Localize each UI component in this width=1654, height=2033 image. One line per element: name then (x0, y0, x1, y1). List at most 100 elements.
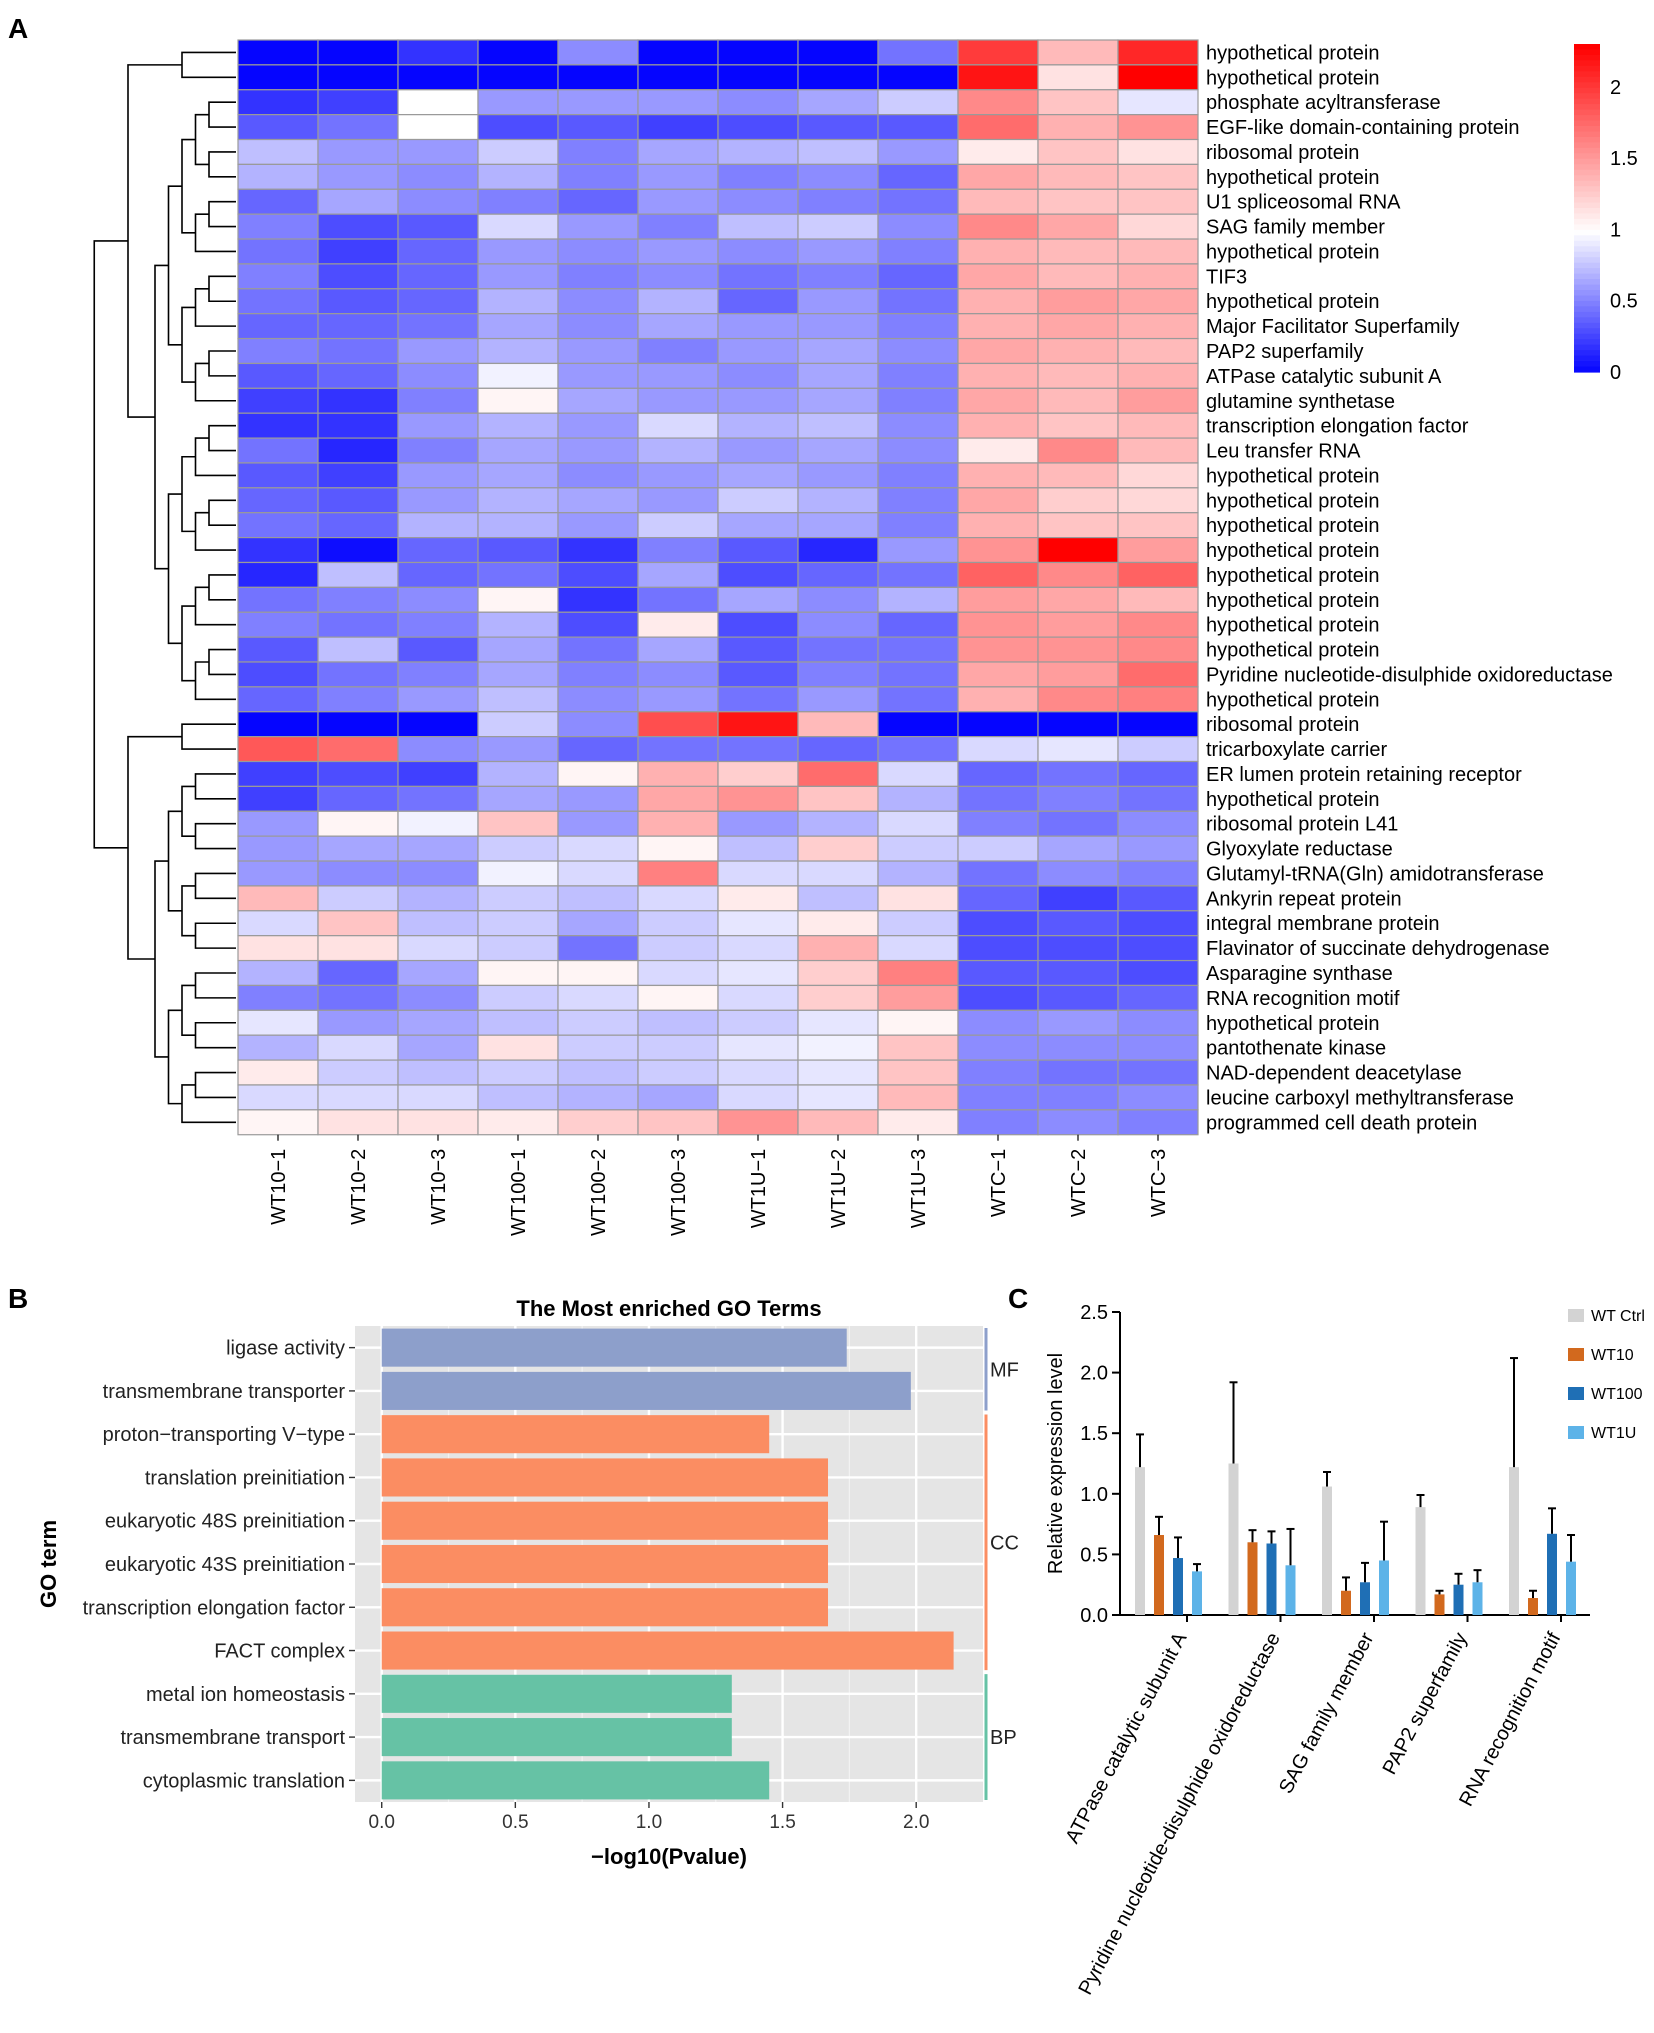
legend-gradient-segment (1574, 339, 1600, 346)
go-term-bar (381, 1718, 732, 1757)
legend-tick-label: 2 (1610, 77, 1621, 99)
heatmap-cell (637, 959, 719, 987)
heatmap-cell (557, 313, 639, 340)
go-term-bar (381, 1501, 829, 1540)
legend-gradient-segment (1574, 262, 1600, 269)
heatmap-cell (877, 89, 959, 116)
heatmap-cell (317, 437, 399, 464)
heatmap-cell (477, 1084, 559, 1111)
heatmap-cell (317, 387, 399, 414)
heatmap-cell (1037, 935, 1119, 962)
heatmap-cell (717, 1109, 799, 1136)
legend-gradient-segment (1574, 71, 1600, 78)
legend-gradient-segment (1574, 136, 1600, 143)
heatmap-cell (1037, 512, 1119, 539)
legend-gradient-segment (1574, 197, 1600, 204)
heatmap-cell (477, 512, 559, 539)
go-term-label: cytoplasmic translation (143, 1770, 345, 1792)
go-term-label: transcription elongation factor (83, 1597, 346, 1619)
heatmap-cell (557, 586, 639, 613)
heatmap-cell (797, 686, 879, 713)
go-term-label: proton−transporting V−type (103, 1424, 345, 1446)
x-tick-label: 0.0 (369, 1812, 395, 1833)
heatmap-cell (1117, 711, 1199, 738)
heatmap-cell (1037, 736, 1119, 763)
heatmap-cell (557, 1084, 639, 1111)
heatmap-cell (957, 387, 1039, 414)
heatmap-row-label: ribosomal protein (1206, 714, 1359, 736)
expression-bar (1415, 1507, 1426, 1615)
expression-bar (1379, 1560, 1389, 1615)
heatmap-cell (1037, 810, 1119, 837)
heatmap-row-label: Pyridine nucleotide-disulphide oxidoredu… (1206, 664, 1613, 686)
heatmap-cell (397, 1059, 479, 1086)
group-label: MF (990, 1359, 1019, 1381)
heatmap-cell (1117, 636, 1199, 663)
heatmap-cell (397, 288, 479, 315)
heatmap-cell (557, 213, 639, 240)
heatmap-cell (557, 462, 639, 489)
dendrogram-branch (208, 499, 236, 526)
heatmap-cell (237, 487, 319, 514)
legend-gradient-segment (1574, 246, 1600, 253)
expression-bar (1247, 1542, 1258, 1615)
heatmap-cell (1037, 760, 1119, 788)
heatmap-cell (797, 711, 879, 738)
heatmap-cell (397, 337, 479, 365)
go-term-label: translation preinitiation (145, 1467, 345, 1489)
heatmap-cell (957, 238, 1039, 265)
heatmap-cell (557, 263, 639, 290)
heatmap-cell (797, 387, 879, 414)
heatmap-cell (877, 487, 959, 514)
heatmap-row-label: ribosomal protein L41 (1206, 814, 1398, 836)
heatmap-cell (797, 910, 879, 937)
heatmap-cell (797, 64, 879, 91)
heatmap-cell (717, 89, 799, 116)
dendrogram-branch (167, 810, 182, 912)
heatmap-cell (797, 860, 879, 887)
heatmap-row-label: integral membrane protein (1206, 913, 1439, 935)
heatmap-cell (717, 114, 799, 141)
heatmap-cell (717, 1009, 799, 1036)
heatmap-cell (237, 238, 319, 265)
heatmap-row-label: hypothetical protein (1206, 1013, 1379, 1035)
heatmap-cell (477, 586, 559, 613)
heatmap-cell (317, 935, 399, 962)
heatmap-cell (397, 362, 479, 389)
heatmap-cell (1117, 935, 1199, 962)
heatmap-cell (477, 138, 559, 166)
heatmap-cell (637, 412, 719, 439)
heatmap-cell (957, 1009, 1039, 1036)
heatmap-cell (397, 437, 479, 464)
heatmap-cell (797, 959, 879, 987)
dendrogram-branch (208, 275, 236, 303)
heatmap-cell (637, 238, 719, 265)
heatmap-cell (237, 362, 319, 389)
heatmap-cell (237, 337, 319, 365)
heatmap-cell (717, 437, 799, 464)
legend-gradient-segment (1574, 115, 1600, 122)
heatmap-cell (237, 412, 319, 439)
heatmap-cell (477, 785, 559, 812)
dendrogram-branch (208, 151, 236, 178)
heatmap-cell (637, 885, 719, 912)
heatmap-cell (477, 39, 559, 66)
heatmap-cell (317, 263, 399, 290)
go-term-bar (381, 1458, 829, 1497)
heatmap-cell (797, 586, 879, 613)
heatmap-cell (317, 835, 399, 862)
heatmap-cell (557, 1059, 639, 1086)
heatmap-cell (397, 959, 479, 987)
heatmap-cell (797, 636, 879, 663)
legend-gradient-segment (1574, 131, 1600, 138)
heatmap-cell (397, 114, 479, 141)
legend-gradient-segment (1574, 142, 1600, 149)
heatmap-cell (957, 885, 1039, 912)
heatmap-cell (797, 462, 879, 489)
heatmap-cell (1117, 64, 1199, 91)
heatmap-cell (317, 1034, 399, 1061)
heatmap-cell (557, 1034, 639, 1061)
dendrogram-branch (194, 113, 209, 166)
heatmap-cell (637, 512, 719, 539)
heatmap-cell (477, 64, 559, 91)
